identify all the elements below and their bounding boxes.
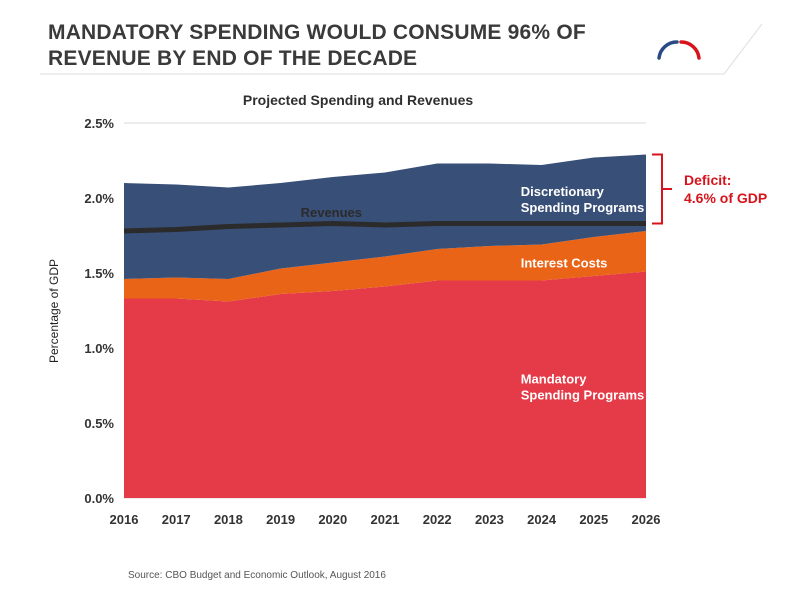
revenues-line: [123, 221, 646, 234]
x-tick-label: 2023: [475, 512, 504, 527]
deficit-annotation: Deficit: 4.6% of GDP: [684, 172, 767, 206]
y-tick-label: 0.0%: [84, 491, 114, 506]
y-tick-label: 2.0%: [84, 191, 114, 206]
series-label-line: Mandatory: [521, 371, 588, 386]
series-label-line: Spending Programs: [521, 200, 645, 215]
page-title-line-1: MANDATORY SPENDING WOULD CONSUME 96% OF: [48, 21, 586, 44]
area-interest-costs: [124, 231, 646, 302]
label-mandatory-spending: Mandatory Spending Programs: [521, 371, 645, 402]
area-mandatory-spending: [124, 271, 646, 498]
organization-logo: [657, 40, 701, 60]
y-tick-label: 1.0%: [84, 341, 114, 356]
page-title-line-2: REVENUE BY END OF THE DECADE: [48, 47, 418, 70]
x-tick-label: 2022: [423, 512, 452, 527]
y-axis-label: Percentage of GDP: [47, 259, 61, 363]
label-discretionary-spending: Discretionary Spending Programs: [521, 184, 645, 215]
series-label-line: Discretionary: [521, 184, 605, 199]
x-tick-label: 2017: [162, 512, 191, 527]
revenues-label: Revenues: [301, 205, 362, 220]
chart-title: Projected Spending and Revenues: [243, 92, 473, 108]
x-tick-label: 2025: [579, 512, 608, 527]
deficit-annotation-line: Deficit:: [684, 172, 731, 188]
page-title: MANDATORY SPENDING WOULD CONSUME 96% OF …: [48, 20, 688, 72]
x-tick-label: 2020: [318, 512, 347, 527]
series-label-line: Interest Costs: [521, 256, 608, 271]
y-tick-label: 1.5%: [84, 266, 114, 281]
label-interest-costs: Interest Costs: [521, 256, 608, 271]
x-tick-label: 2026: [632, 512, 661, 527]
x-tick-label: 2016: [110, 512, 139, 527]
x-tick-label: 2019: [266, 512, 295, 527]
x-tick-label: 2018: [214, 512, 243, 527]
area-discretionary-spending: [124, 154, 646, 279]
deficit-annotation-line: 4.6% of GDP: [684, 190, 767, 206]
series-label-line: Spending Programs: [521, 387, 645, 402]
y-tick-label: 2.5%: [84, 116, 114, 131]
source-note: Source: CBO Budget and Economic Outlook,…: [128, 570, 386, 581]
deficit-bracket: [652, 153, 663, 225]
x-tick-label: 2021: [371, 512, 400, 527]
y-tick-label: 0.5%: [84, 416, 114, 431]
x-tick-label: 2024: [527, 512, 557, 527]
